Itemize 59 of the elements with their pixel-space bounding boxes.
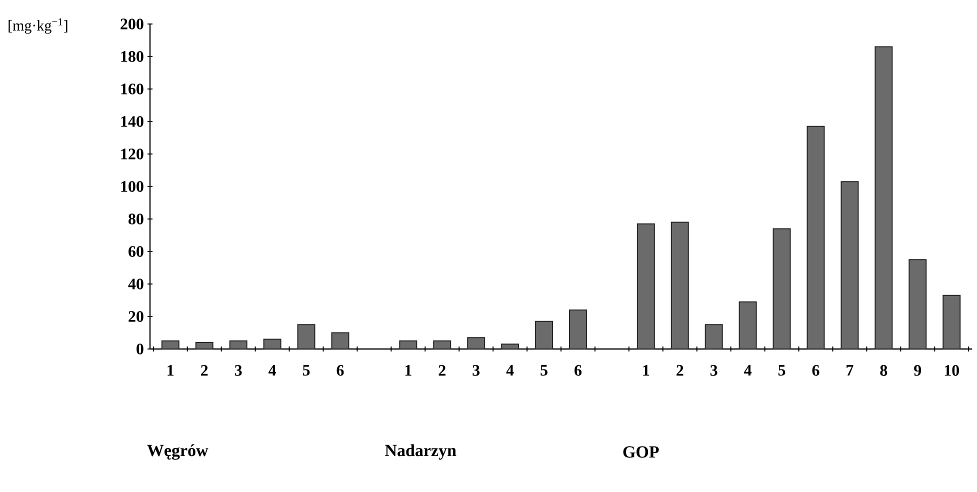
x-tick-label: 6 [574,365,582,376]
text: Węgrów [147,444,208,460]
text: Nadarzyn [385,444,456,460]
bar [874,46,893,350]
bar [704,324,723,350]
x-tick-label: 4 [506,365,514,376]
bar [501,344,520,350]
y-tick-label: 20 [128,311,144,322]
y-tick-label: 60 [128,246,144,257]
x-tick-label: 8 [880,365,888,376]
y-tick-label: 200 [120,18,144,30]
y-tick-label: 100 [121,181,144,192]
y-tick-label: 40 [128,278,144,290]
y-tick-label: 0 [136,344,144,354]
bar [942,294,961,350]
x-tick-label: 2 [438,365,446,376]
x-tick-label: 4 [744,365,752,376]
bar [535,320,554,350]
bar [738,301,757,350]
x-tick-label: 5 [302,365,310,376]
text: GOP [623,446,659,458]
x-tick-label: 4 [268,365,276,376]
y-tick-label: 120 [121,148,144,160]
bar [399,340,418,350]
bar [263,338,282,350]
x-tick-label: 6 [336,365,344,376]
y-tick-label: 180 [121,51,144,62]
x-tick-label: 5 [778,365,786,376]
bar [772,228,791,350]
x-tick-label: 10 [944,365,959,376]
x-tick-label: 1 [405,365,412,376]
x-tick-label: 3 [710,365,718,376]
x-tick-label: 2 [676,365,684,376]
y-tick-label: 80 [128,214,144,224]
bar [806,126,825,350]
y-tick-label: 160 [121,84,144,94]
x-tick-label: 9 [914,365,922,376]
y-axis-title: [mg·kg$^{−1}$] [8,18,68,34]
x-tick-label: 2 [201,365,208,376]
x-tick-label: 5 [540,365,548,376]
bar [331,332,350,350]
y-tick-label: 140 [121,116,144,127]
bar [670,222,689,350]
bar [297,324,316,350]
bar [161,340,180,350]
bar [840,181,859,350]
bar [568,309,587,350]
bar [467,337,486,350]
x-tick-label: 1 [643,365,650,376]
bar [433,340,452,350]
bar [908,259,927,350]
x-tick-label: 1 [168,365,174,376]
bar [195,342,214,350]
bar [636,223,655,350]
x-tick-label: 7 [846,365,854,376]
bar [229,340,248,350]
x-tick-label: 3 [472,365,480,376]
x-tick-label: 6 [812,365,820,376]
x-tick-label: 3 [234,365,242,376]
